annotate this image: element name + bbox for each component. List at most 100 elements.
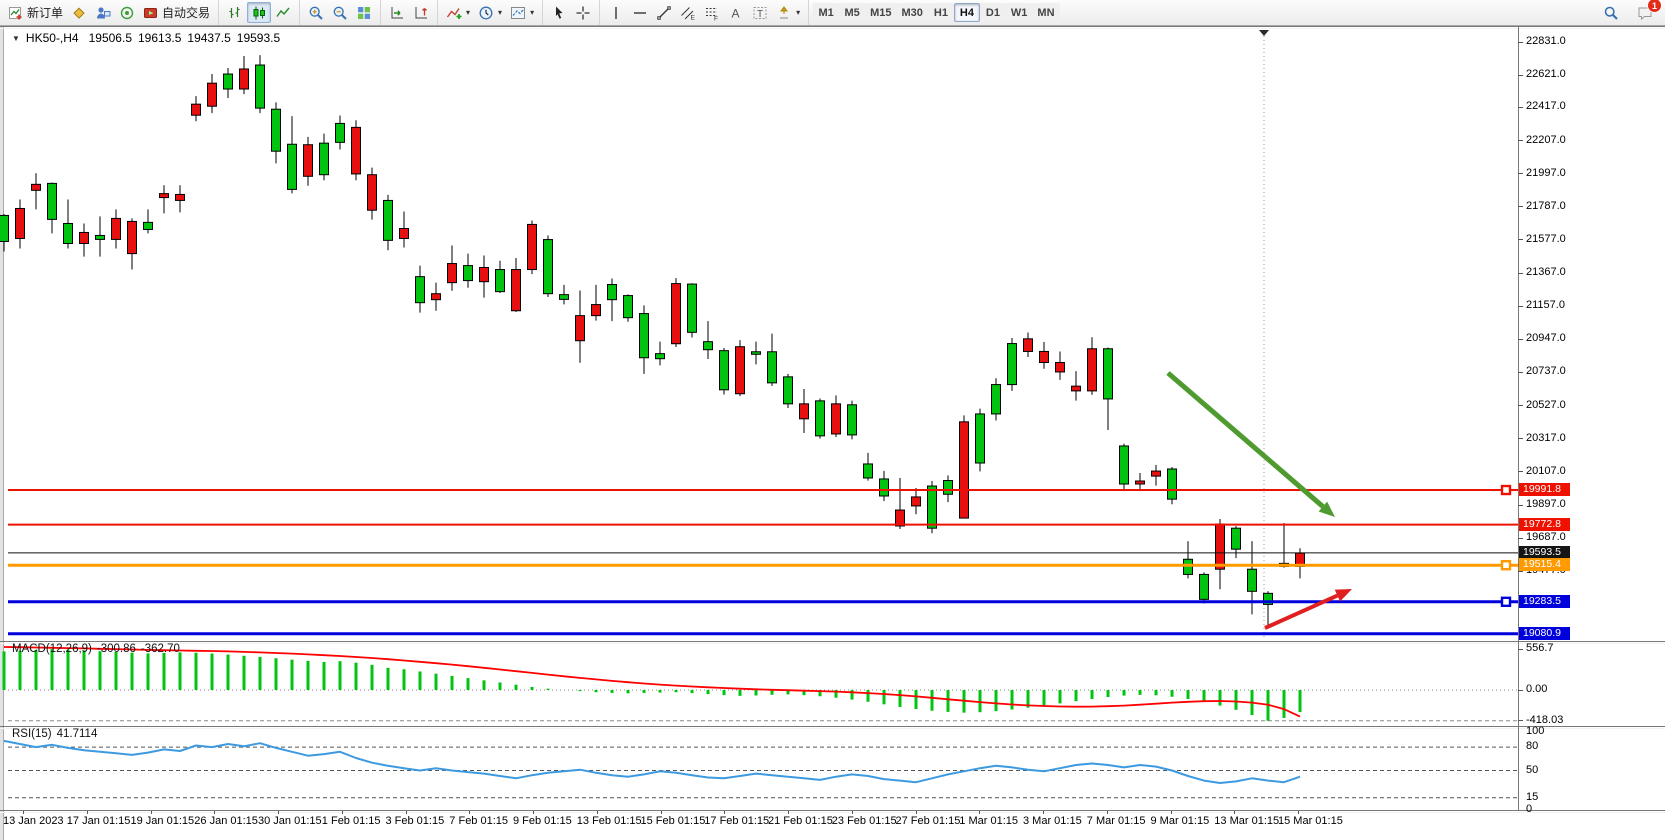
chat-button[interactable]: 1 (1633, 0, 1662, 23)
candlestick (1071, 371, 1081, 401)
price-badge-19515.4: 19515.4 (1519, 558, 1570, 572)
indicators-button[interactable]: ▾ (442, 2, 474, 23)
toolbar-group-drawing: E F A T ▾ (599, 0, 808, 25)
date-tick (1170, 811, 1172, 814)
periods-button[interactable]: ▾ (474, 2, 506, 23)
level-drag-marker[interactable] (1500, 560, 1512, 571)
price-tick-label: 21577.0 (1526, 232, 1566, 245)
timeframe-button-d1[interactable]: D1 (979, 3, 1006, 22)
vertical-line-button[interactable] (604, 2, 628, 23)
candlestick (79, 223, 89, 257)
tile-windows-icon (356, 5, 372, 21)
indicators-icon (446, 5, 462, 21)
candlestick (1215, 519, 1225, 590)
candlestick-chart-button[interactable] (247, 2, 272, 23)
candlestick (655, 341, 665, 366)
new-order-button[interactable]: 新订单 (4, 2, 67, 23)
date-label: 1 Feb 01:15 (321, 815, 381, 827)
candlestick-chart-icon (251, 5, 267, 21)
collapse-icon[interactable]: ▼ (12, 33, 20, 43)
notification-badge: 1 (1647, 0, 1662, 13)
candlestick (15, 199, 25, 249)
candlestick (783, 373, 793, 408)
zoom-in-icon (308, 5, 324, 21)
reversal-arrow[interactable] (1264, 589, 1352, 630)
price-tick (1518, 140, 1523, 141)
candlestick (31, 173, 41, 210)
candlestick (575, 290, 585, 363)
macd-name: MACD(12,26,9) (12, 643, 92, 655)
timeframe-button-mn[interactable]: MN (1032, 3, 1060, 22)
candlestick (1151, 465, 1161, 486)
auto-scroll-button[interactable] (385, 2, 409, 23)
price-tick-label: 22207.0 (1526, 133, 1566, 146)
candlestick (47, 182, 57, 234)
fibonacci-button[interactable]: F (700, 2, 724, 23)
level-drag-marker[interactable] (1500, 596, 1512, 607)
zoom-in-button[interactable] (304, 2, 328, 23)
arrows-button[interactable]: ▾ (772, 2, 804, 23)
toolbar-group-zoom (299, 0, 380, 25)
candlestick (495, 260, 505, 294)
toolbar-group-chart-type (218, 0, 299, 25)
candlestick (799, 389, 809, 434)
timeframe-button-m5[interactable]: M5 (839, 3, 866, 22)
data-window-button[interactable] (91, 2, 115, 23)
candlestick (175, 185, 185, 213)
date-tick (23, 811, 24, 814)
autotrading-button[interactable]: 自动交易 (139, 2, 214, 23)
date-label: 7 Mar 01:15 (1086, 815, 1146, 827)
candlestick (1279, 523, 1289, 568)
equidistant-channel-button[interactable]: E (676, 2, 700, 23)
candlestick (591, 284, 601, 321)
text-label-button[interactable]: T (748, 2, 772, 23)
line-chart-button[interactable] (271, 2, 295, 23)
date-tick (405, 811, 407, 814)
price-tick (1518, 74, 1523, 76)
window-left-edge (0, 26, 4, 840)
candlestick (671, 278, 681, 348)
price-tick (1518, 206, 1523, 208)
tile-windows-button[interactable] (352, 2, 376, 23)
price-tick (1518, 239, 1523, 241)
candlestick (511, 258, 521, 312)
downtrend-arrow[interactable] (1166, 371, 1335, 517)
candlestick (735, 340, 745, 396)
navigator-icon (119, 5, 135, 21)
price-tick-label: 21157.0 (1526, 299, 1565, 312)
price-tick-label: 19897.0 (1526, 498, 1566, 510)
crosshair-button[interactable] (571, 2, 595, 23)
trendline-button[interactable] (652, 2, 676, 23)
date-label: 13 Jan 2023 (3, 815, 64, 827)
date-tick (278, 811, 279, 814)
zoom-out-button[interactable] (328, 2, 352, 23)
price-badge-19772.8: 19772.8 (1519, 517, 1570, 531)
timeframe-button-h4[interactable]: H4 (953, 3, 980, 22)
candlestick (383, 194, 393, 251)
search-button[interactable] (1599, 2, 1623, 23)
candlestick (815, 398, 825, 439)
timeframe-button-w1[interactable]: W1 (1005, 3, 1033, 22)
level-drag-marker[interactable] (1500, 484, 1512, 496)
text-button[interactable]: A (724, 2, 748, 23)
price-tick-label: 20947.0 (1526, 332, 1566, 345)
date-tick (1043, 811, 1044, 814)
candlestick (223, 68, 233, 99)
candlestick (991, 378, 1001, 421)
navigator-button[interactable] (115, 2, 139, 23)
candlestick (207, 74, 217, 114)
timeframe-button-h1[interactable]: H1 (927, 3, 954, 22)
chart-shift-button[interactable] (409, 2, 433, 23)
low-value: 19437.5 (187, 31, 231, 45)
timeframe-button-m30[interactable]: M30 (896, 3, 928, 22)
market-watch-button[interactable] (67, 2, 91, 23)
templates-button[interactable]: ▾ (506, 2, 538, 23)
chart-shift-marker[interactable] (1259, 30, 1269, 36)
cursor-button[interactable] (547, 2, 571, 23)
timeframe-button-m1[interactable]: M1 (813, 3, 840, 22)
horizontal-line-button[interactable] (628, 2, 652, 23)
bar-chart-button[interactable] (223, 2, 247, 23)
timeframe-button-m15[interactable]: M15 (865, 3, 897, 22)
